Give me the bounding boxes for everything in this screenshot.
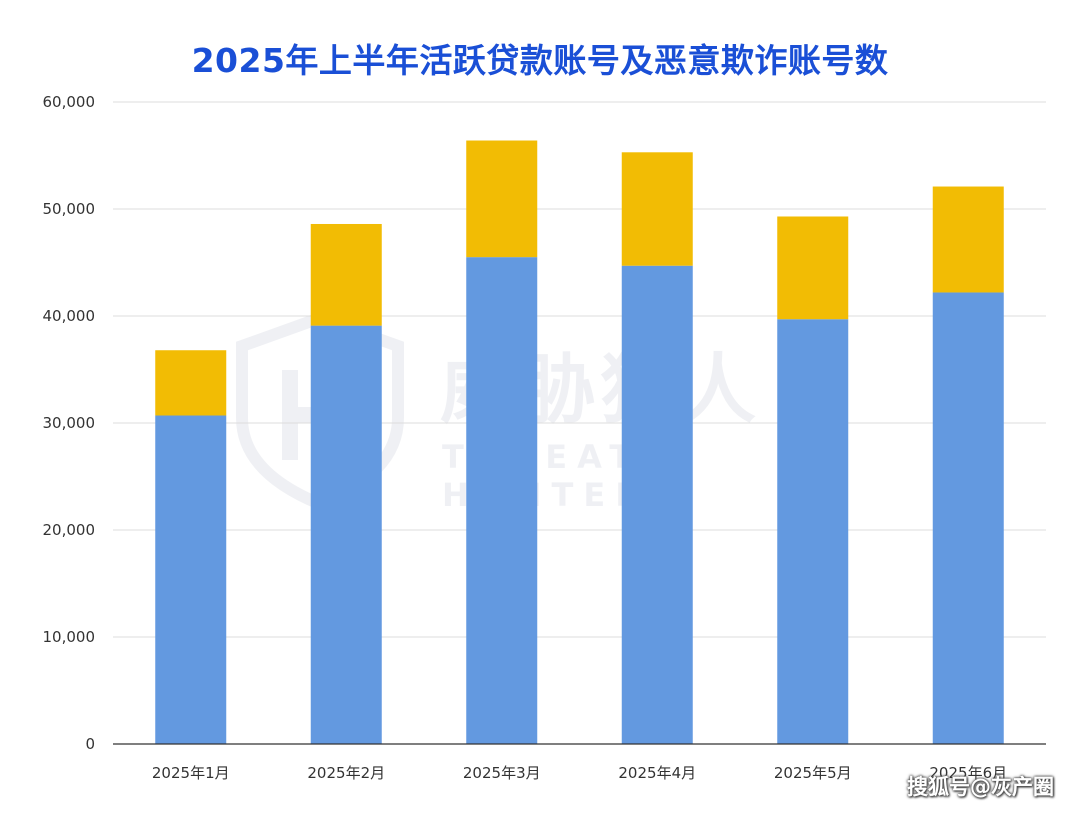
bar-segment-base (155, 415, 227, 744)
bar-segment-base (310, 325, 382, 744)
bar-segment-top (155, 350, 227, 416)
y-tick-label: 30,000 (43, 414, 96, 432)
bar-segment-top (466, 140, 538, 258)
x-tick-label: 2025年1月 (152, 764, 230, 782)
y-tick-label: 0 (85, 735, 95, 753)
bar-segment-base (932, 292, 1004, 744)
bar-segment-top (310, 223, 382, 326)
source-watermark: 搜狐号@灰产圈 (907, 775, 1054, 799)
bar-segment-base (777, 319, 849, 744)
bar-segment-top (621, 152, 693, 266)
bar-segment-top (932, 186, 1004, 293)
x-tick-label: 2025年3月 (463, 764, 541, 782)
x-tick-label: 2025年2月 (307, 764, 385, 782)
x-tick-label: 2025年6月 (929, 764, 1007, 782)
y-tick-label: 20,000 (43, 521, 96, 539)
y-tick-label: 10,000 (43, 628, 96, 646)
x-tick-label: 2025年4月 (618, 764, 696, 782)
y-tick-label: 50,000 (43, 200, 96, 218)
x-tick-label: 2025年5月 (774, 764, 852, 782)
y-tick-label: 40,000 (43, 307, 96, 325)
bar-segment-base (621, 265, 693, 744)
bar-segment-base (466, 257, 538, 744)
bar-segment-top (777, 216, 849, 320)
y-tick-label: 60,000 (43, 93, 96, 111)
chart-title: 2025年上半年活跃贷款账号及恶意欺诈账号数 (191, 41, 889, 80)
